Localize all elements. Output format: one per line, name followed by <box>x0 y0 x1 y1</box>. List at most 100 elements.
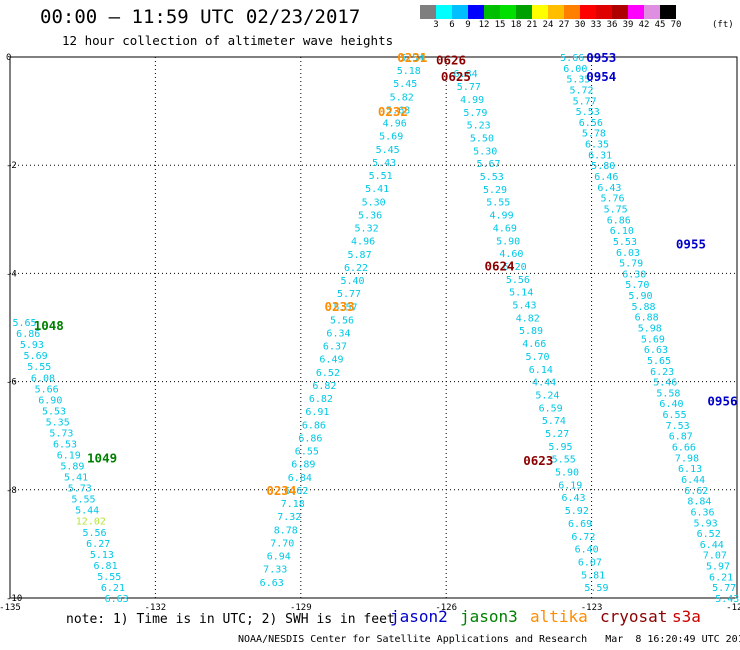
wave-height-value: 6.40 <box>575 545 599 556</box>
wave-height-value: 4.99 <box>460 95 484 106</box>
legend-altika: altika <box>530 607 588 626</box>
wave-height-value: 5.35 <box>46 417 70 428</box>
wave-height-value: 6.63 <box>644 345 668 356</box>
wave-height-value: 5.13 <box>90 550 114 561</box>
legend-jason3: jason3 <box>460 607 518 626</box>
color-swatch <box>484 5 500 19</box>
color-scale-bar <box>420 5 676 19</box>
wave-height-value: 6.00 <box>563 64 587 75</box>
altimeter-map: -135 -132 -129 -126 -123 -120 0 -2 -4 -6 -8 -10 5.65… <box>0 50 740 610</box>
lon-tick-label: -120 <box>726 603 740 610</box>
wave-height-value: 6.62 <box>684 486 708 497</box>
wave-height-value: 5.75 <box>604 204 628 215</box>
wave-height-value: 5.55 <box>486 198 510 209</box>
color-swatch <box>564 5 580 19</box>
wave-height-value: 5.65 <box>12 318 36 329</box>
wave-height-value: 6.62 <box>284 486 308 497</box>
wave-height-value: 6.23 <box>650 367 674 378</box>
color-swatch <box>644 5 660 19</box>
wave-height-value: 6.59 <box>539 403 563 414</box>
wave-height-value: 6.10 <box>610 226 634 237</box>
color-scale-label: 36 <box>606 20 618 30</box>
wave-height-value: 6.66 <box>672 443 696 454</box>
wave-height-value: 6.90 <box>38 395 62 406</box>
wave-height-value: 6.27 <box>86 539 110 550</box>
color-scale-labels: 3 6 9 12 15 18 21 24 27 30 33 36 39 42 45 70 <box>420 20 740 32</box>
color-swatch <box>596 5 612 19</box>
wave-height-value: 5.54 <box>400 53 424 64</box>
lon-tick-label: -126 <box>435 603 457 610</box>
wave-height-value: 5.73 <box>49 428 73 439</box>
wave-height-value: 6.21 <box>101 583 125 594</box>
wave-height-value: 5.51 <box>369 171 393 182</box>
wave-height-value: 7.18 <box>281 499 305 510</box>
wave-height-value: 5.58 <box>656 388 680 399</box>
pass-time-label: 0955 <box>676 237 706 252</box>
wave-height-value: 6.44 <box>681 475 705 486</box>
wave-height-value: 7.70 <box>270 538 294 549</box>
wave-height-value: 5.53 <box>576 107 600 118</box>
color-scale-label: 45 <box>654 20 666 30</box>
color-swatch <box>612 5 628 19</box>
wave-height-value: 6.35 <box>585 140 609 151</box>
wave-height-value: 6.52 <box>697 529 721 540</box>
color-swatch <box>532 5 548 19</box>
wave-height-value: 6.63 <box>105 594 129 605</box>
wave-height-value: 6.52 <box>316 368 340 379</box>
wave-height-value: 6.08 <box>31 373 55 384</box>
wave-height-value: 6.53 <box>53 439 77 450</box>
wave-height-value: 6.34 <box>326 329 350 340</box>
wave-height-value: 4.66 <box>522 339 546 350</box>
wave-height-value: 6.86 <box>298 433 322 444</box>
wave-height-value: 5.67 <box>476 159 500 170</box>
wave-height-value: 5.79 <box>463 108 487 119</box>
wave-height-value: 5.93 <box>20 340 44 351</box>
wave-height-value: 5.46 <box>653 378 677 389</box>
wave-height-value: 5.43 <box>715 594 739 605</box>
pass-time-label: 0956 <box>707 394 737 409</box>
color-scale-label: 18 <box>510 20 522 30</box>
wave-height-value: 4.82 <box>516 313 540 324</box>
color-scale-label: 6 <box>449 20 455 30</box>
wave-height-value: 6.14 <box>529 365 553 376</box>
wave-height-value: 6.82 <box>309 394 333 405</box>
legend-s3a: s3a <box>672 607 701 626</box>
color-swatch <box>420 5 436 19</box>
wave-height-value: 5.43 <box>372 158 396 169</box>
wave-height-value: 6.56 <box>579 118 603 129</box>
wave-height-value: 5.66 <box>560 53 584 64</box>
pass-time-label: 0625 <box>441 69 471 84</box>
wave-height-value: 5.55 <box>71 495 95 506</box>
color-scale-label: 21 <box>526 20 538 30</box>
wave-height-value: 5.87 <box>348 250 372 261</box>
wave-height-value: 5.23 <box>467 121 491 132</box>
wave-height-value: 6.19 <box>558 480 582 491</box>
color-swatch <box>436 5 452 19</box>
wave-height-value: 7.33 <box>263 565 287 576</box>
wave-height-value: 5.43 <box>512 301 536 312</box>
wave-height-value: 5.55 <box>97 572 121 583</box>
wave-height-value: 5.29 <box>483 185 507 196</box>
lat-tick-label: 0 <box>6 53 11 63</box>
pass-time-label: 0231 <box>397 50 427 65</box>
wave-height-value: 6.69 <box>568 519 592 530</box>
wave-height-value: 5.72 <box>569 85 593 96</box>
wave-height-value: 6.13 <box>678 464 702 475</box>
color-scale-label: 33 <box>590 20 602 30</box>
wave-height-value: 6.19 <box>57 451 81 462</box>
wave-height-value: 4.60 <box>499 249 523 260</box>
wave-height-value: 8.78 <box>274 525 298 536</box>
pass-time-label: 0232 <box>378 104 408 119</box>
note-text: note: 1) Time is in UTC; 2) SWH is in fe… <box>66 612 395 627</box>
wave-height-value: 6.86 <box>16 329 40 340</box>
wave-height-value: 5.66 <box>35 384 59 395</box>
wave-height-value: 5.63 <box>386 105 410 116</box>
wave-height-value: 6.20 <box>503 262 527 273</box>
pass-time-label: 0953 <box>586 50 616 65</box>
color-scale-unit: (ft) <box>712 20 734 30</box>
wave-height-value: 5.30 <box>362 197 386 208</box>
wave-height-value: 5.89 <box>60 462 84 473</box>
color-scale-label: 39 <box>622 20 634 30</box>
wave-height-value: 5.92 <box>565 506 589 517</box>
lon-tick-label: -135 <box>0 603 21 610</box>
